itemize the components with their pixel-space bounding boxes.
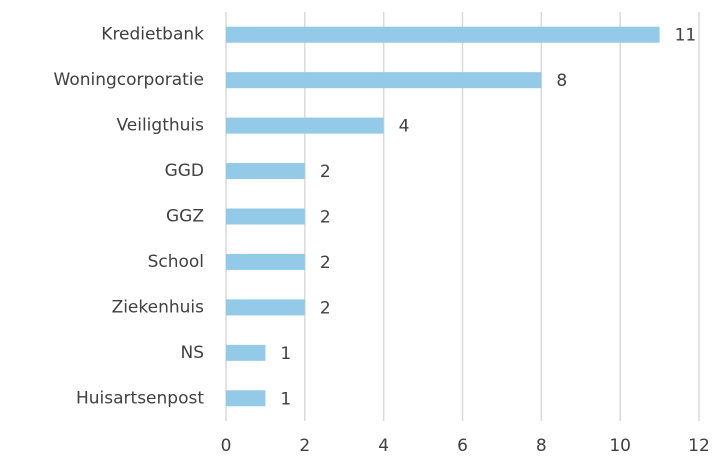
data-label: 2 — [320, 162, 331, 182]
y-tick-label: GGZ — [166, 207, 204, 227]
x-tick-label: 6 — [457, 436, 468, 456]
bar — [226, 72, 542, 89]
y-tick-label: Veiligthuis — [116, 116, 204, 136]
data-label: 8 — [556, 71, 567, 91]
data-label: 11 — [675, 26, 697, 46]
data-label: 1 — [280, 344, 291, 364]
bar — [226, 26, 660, 43]
data-label: 2 — [320, 253, 331, 273]
bar — [226, 117, 384, 134]
y-tick-label: Woningcorporatie — [54, 70, 204, 90]
bar — [226, 163, 305, 180]
bar — [226, 344, 266, 361]
data-label: 2 — [320, 208, 331, 228]
y-tick-label: Kredietbank — [101, 25, 204, 45]
x-tick-label: 4 — [378, 436, 389, 456]
bar — [226, 390, 266, 407]
bar — [226, 208, 305, 225]
y-tick-label: Huisartsenpost — [76, 388, 204, 408]
bar — [226, 253, 305, 270]
x-tick-label: 0 — [221, 436, 232, 456]
y-tick-label: School — [148, 252, 204, 272]
y-tick-label: GGD — [165, 161, 204, 181]
data-label: 4 — [399, 117, 410, 137]
data-label: 1 — [280, 389, 291, 409]
x-tick-label: 8 — [536, 436, 547, 456]
y-tick-label: Ziekenhuis — [112, 297, 205, 317]
x-tick-label: 2 — [299, 436, 310, 456]
y-tick-label: NS — [180, 343, 204, 363]
x-tick-label: 12 — [688, 436, 710, 456]
x-tick-label: 10 — [609, 436, 631, 456]
bar — [226, 299, 305, 316]
data-label: 2 — [320, 298, 331, 318]
